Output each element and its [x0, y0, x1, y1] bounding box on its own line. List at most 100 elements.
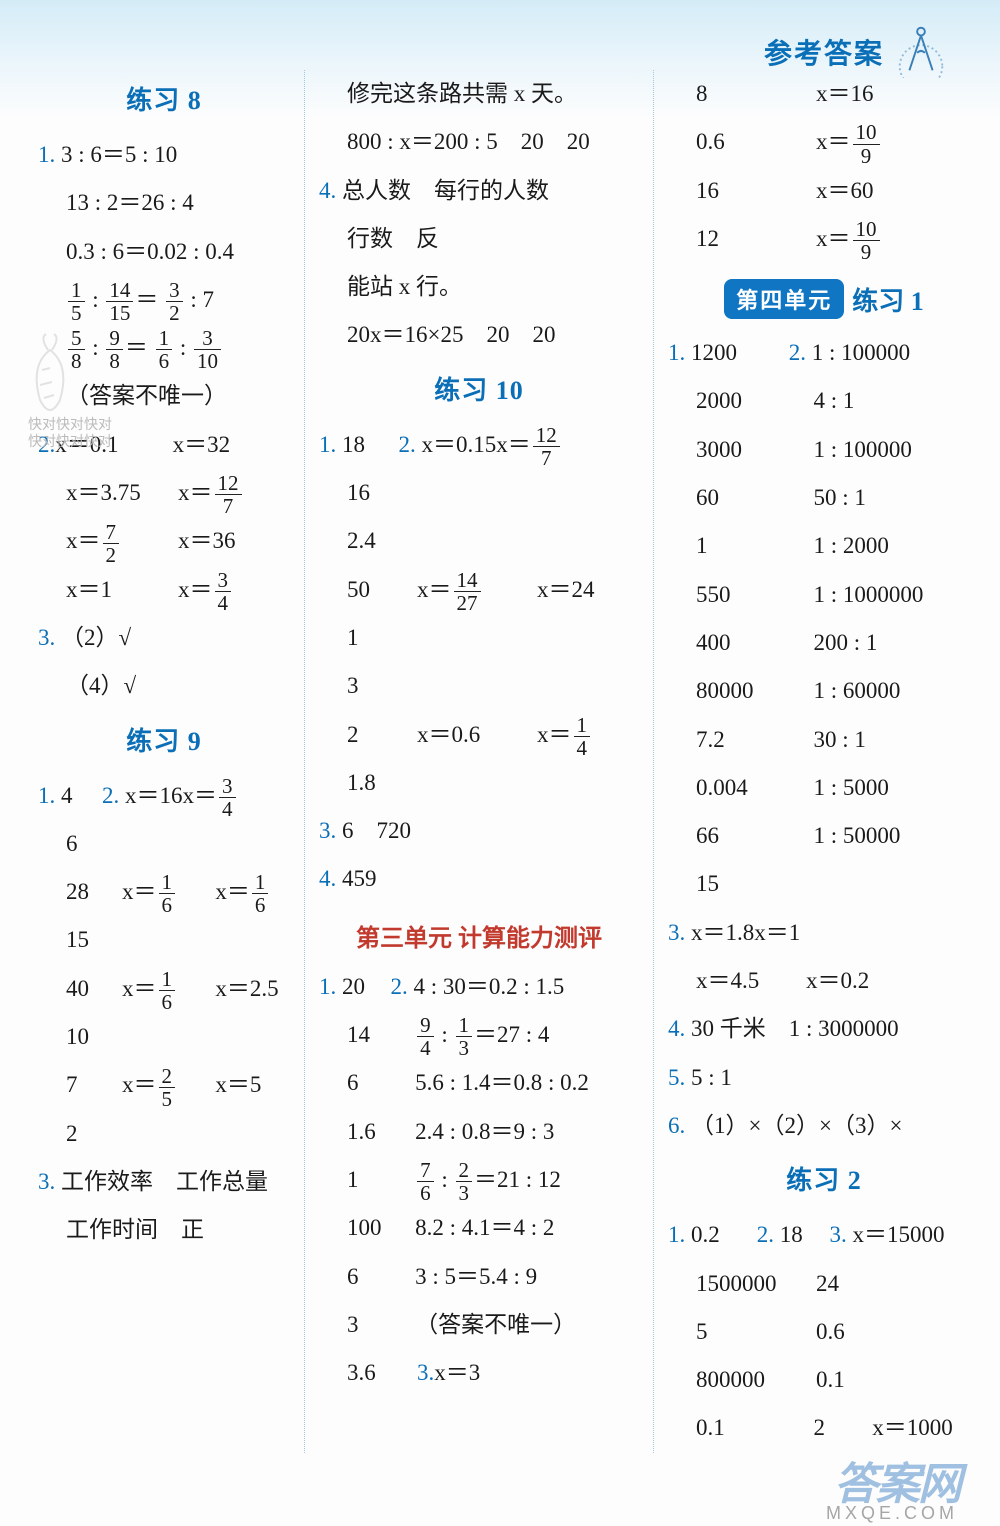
cell: 6 — [66, 820, 126, 868]
page-header: 参考答案 — [764, 20, 950, 83]
answer-row: 16 — [319, 469, 639, 517]
columns: 练习 8 1. 3 : 6＝5 : 10 13 : 2＝26 : 4 0.3 :… — [24, 70, 976, 1453]
unit-header: 第四单元 练习 1 — [668, 279, 980, 319]
answer-row: 661 : 50000 — [668, 812, 980, 860]
cell — [417, 614, 537, 662]
answer-row: 2 — [38, 1110, 290, 1158]
cell: 400 — [696, 619, 814, 667]
cell: 12 — [696, 215, 816, 263]
text: 4 — [61, 783, 73, 808]
text: 0.2 — [691, 1211, 751, 1259]
cell: 24 — [816, 1260, 876, 1308]
cell — [126, 1110, 226, 1158]
cell: 3000 — [696, 426, 814, 474]
cell: 50 : 1 — [814, 474, 980, 522]
cell: （答案不唯一） — [415, 1301, 639, 1349]
cell: 3 — [347, 662, 417, 710]
answer-line: 800 : x＝200 : 5 20 20 — [319, 118, 639, 166]
cell: x＝0.6 — [417, 711, 537, 759]
answer-line: 6. （1）×（2）×（3）× — [668, 1102, 980, 1150]
cell: 1 : 60000 — [814, 667, 980, 715]
answer-row: x＝72x＝36 — [38, 517, 290, 565]
cell: x＝4.5 — [696, 957, 806, 1005]
answer-line: 3. （2）√ — [38, 614, 290, 662]
answer-row: 65.6 : 1.4＝0.8 : 0.2 — [319, 1059, 639, 1107]
answer-row: 6 — [38, 820, 290, 868]
cell: 6 — [347, 1253, 415, 1301]
text: 30 千米 1 : 3000000 — [691, 1016, 899, 1041]
cell: x＝16 — [215, 868, 290, 916]
answer-row: 3 — [319, 662, 639, 710]
cell: 2.4 — [347, 517, 417, 565]
carrot-icon — [20, 330, 80, 425]
cell: x＝3 — [434, 1349, 480, 1397]
cell: 0.6 — [696, 118, 816, 166]
cell: x＝1.8 — [691, 920, 754, 945]
answer-row: x＝3.75x＝127 — [38, 469, 290, 517]
cell: 15 — [66, 916, 126, 964]
cell: 1500000 — [696, 1260, 816, 1308]
cell — [126, 916, 226, 964]
answer-row: 10 — [38, 1013, 290, 1061]
answer-row: 2.4 — [319, 517, 639, 565]
cell: 1 — [347, 1156, 415, 1204]
cell: x＝36 — [178, 517, 290, 565]
cell: 0.1 — [816, 1356, 876, 1404]
answer-row: 12x＝109 — [668, 215, 980, 263]
cell: 2000 — [696, 377, 814, 425]
section-title: 练习 2 — [668, 1160, 980, 1197]
cell: 1 : 2000 — [814, 522, 980, 570]
cell: 0.6 — [816, 1308, 876, 1356]
cell: x＝32 — [173, 421, 290, 469]
answer-line: 能站 x 行。 — [319, 263, 639, 311]
answer-line: 4. 30 千米 1 : 3000000 — [668, 1005, 980, 1053]
cell: 30 : 1 — [814, 716, 980, 764]
column-1: 练习 8 1. 3 : 6＝5 : 10 13 : 2＝26 : 4 0.3 :… — [24, 70, 304, 1453]
cell: 2 — [66, 1110, 126, 1158]
cell: x＝1427 — [417, 566, 537, 614]
cell: 100 — [347, 1204, 415, 1252]
answer-row: 150000024 — [668, 1260, 980, 1308]
cell: 4 : 1 — [814, 377, 980, 425]
cell: x＝34 — [183, 783, 238, 808]
cell: 5.6 : 1.4＝0.8 : 0.2 — [415, 1059, 639, 1107]
cell — [417, 662, 537, 710]
cell — [417, 469, 537, 517]
cell: x＝127 — [178, 469, 290, 517]
answer-row: 7x＝25x＝5 — [38, 1061, 290, 1109]
cell — [126, 820, 226, 868]
text: x＝15000 — [853, 1222, 945, 1247]
cell: x＝16 — [122, 965, 215, 1013]
text: 1 : 100000 — [812, 340, 910, 365]
cell: 800000 — [696, 1356, 816, 1404]
cell: 7 — [66, 1061, 122, 1109]
answer-row: 16x＝60 — [668, 167, 980, 215]
answer-row: 50.6 — [668, 1308, 980, 1356]
answer-line: 4. 459 — [319, 855, 639, 903]
answer-row: 15 — [38, 916, 290, 964]
answer-line: 1. 1200 2. 1 : 100000 — [668, 329, 980, 377]
answer-row: 28x＝16x＝16 — [38, 868, 290, 916]
cell: 10 — [66, 1013, 126, 1061]
cell: 1.8 — [347, 759, 417, 807]
cell: x＝109 — [816, 118, 956, 166]
cell: x＝0.2 — [806, 957, 906, 1005]
cell: 3 : 5＝5.4 : 9 — [415, 1253, 639, 1301]
cell — [417, 759, 537, 807]
text: （2）√ — [61, 625, 131, 650]
answer-line: 1. 20 2. 4 : 30＝0.2 : 1.5 — [319, 963, 639, 1011]
cell: x＝16 — [122, 868, 215, 916]
cell: 0.004 — [696, 764, 814, 812]
cell: x＝25 — [122, 1061, 215, 1109]
footer-url: MXQE.COM — [826, 1503, 958, 1524]
header-title: 参考答案 — [764, 32, 884, 72]
answer-row: 0.12x＝1000 — [668, 1404, 980, 1452]
text: （1）×（2）×（3）× — [691, 1113, 902, 1138]
answer-row: 11 : 2000 — [668, 522, 980, 570]
cell: 28 — [66, 868, 122, 916]
answer-row: 400200 : 1 — [668, 619, 980, 667]
section-title: 练习 10 — [319, 370, 639, 407]
cell: 3 — [347, 1301, 415, 1349]
cell: 15 — [696, 860, 814, 908]
answer-line: 3. 6 720 — [319, 807, 639, 855]
